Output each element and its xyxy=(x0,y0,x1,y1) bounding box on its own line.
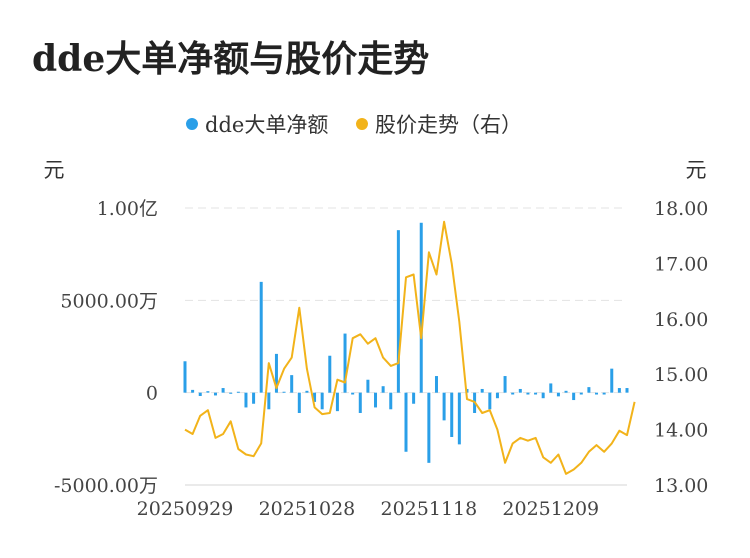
dde-bar xyxy=(572,392,576,401)
legend: dde大单净额 股价走势（右） xyxy=(186,113,522,137)
left-tick-label: 1.00亿 xyxy=(97,198,158,220)
dde-bar xyxy=(587,387,591,393)
dde-bar xyxy=(434,376,438,393)
dde-bar xyxy=(236,391,240,393)
dde-bar xyxy=(503,376,507,393)
right-tick-label: 17.00 xyxy=(654,253,708,275)
dde-bar xyxy=(305,390,309,393)
dde-bar xyxy=(564,390,568,393)
dde-bar xyxy=(404,392,408,452)
dde-bar xyxy=(313,392,317,402)
dde-bar xyxy=(213,392,217,396)
dde-bar xyxy=(374,392,378,408)
dde-bar xyxy=(221,388,225,393)
left-axis: 1.00亿 5000.00万 0 -5000.00万 xyxy=(54,198,158,497)
dde-bar xyxy=(549,383,553,393)
price-line-path xyxy=(184,220,636,475)
x-tick-label: 20250929 xyxy=(137,498,234,520)
dde-bar xyxy=(526,392,530,395)
price-line xyxy=(184,220,636,475)
dde-bar xyxy=(412,392,416,404)
dde-bar xyxy=(252,392,256,404)
x-tick-label: 20251118 xyxy=(381,498,478,520)
right-tick-label: 15.00 xyxy=(654,364,708,386)
right-tick-label: 13.00 xyxy=(654,475,708,497)
dde-bar xyxy=(625,388,629,393)
dde-bar xyxy=(602,392,606,395)
dde-bar xyxy=(534,392,538,395)
dde-bar xyxy=(198,392,202,396)
right-tick-label: 16.00 xyxy=(654,309,708,331)
dde-bar xyxy=(541,392,545,399)
dde-bar xyxy=(495,392,499,399)
dde-bar xyxy=(511,392,515,395)
dde-bars xyxy=(183,222,629,463)
dde-bar xyxy=(480,388,484,393)
dde-bar xyxy=(290,375,294,393)
x-axis: 20250929 20251028 20251118 20251209 xyxy=(137,498,600,520)
dde-bar xyxy=(366,379,370,393)
left-tick-label: 5000.00万 xyxy=(60,290,158,312)
left-axis-unit: 元 xyxy=(44,158,65,182)
dde-bar xyxy=(328,355,332,393)
dde-bar xyxy=(427,392,431,463)
x-tick-label: 20251028 xyxy=(259,498,356,520)
dde-bar xyxy=(267,392,271,410)
dde-bar xyxy=(297,392,301,413)
dde-bar xyxy=(351,392,355,395)
legend-label-dde: dde大单净额 xyxy=(205,113,328,137)
page-title: dde大单净额与股价走势 xyxy=(32,38,430,80)
dde-bar xyxy=(191,389,195,393)
dde-bar xyxy=(274,353,278,393)
legend-label-price: 股价走势（右） xyxy=(375,113,522,137)
dde-bar xyxy=(457,392,461,445)
dde-bar xyxy=(244,392,248,408)
dde-bar xyxy=(358,392,362,413)
dde-bar xyxy=(229,392,233,394)
legend-marker-price xyxy=(356,118,368,130)
dde-bar xyxy=(389,392,393,410)
dde-bar xyxy=(206,391,210,393)
dde-bar xyxy=(183,361,187,393)
dde-bar xyxy=(610,368,614,393)
dde-bar xyxy=(556,392,560,397)
dde-bar xyxy=(282,391,286,393)
right-tick-label: 14.00 xyxy=(654,420,708,442)
dde-bar xyxy=(617,388,621,393)
left-tick-label: 0 xyxy=(146,383,158,405)
dde-bar xyxy=(450,392,454,437)
dde-bar xyxy=(381,386,385,393)
right-axis: 18.00 17.00 16.00 15.00 14.00 13.00 xyxy=(654,198,708,497)
right-tick-label: 18.00 xyxy=(654,198,708,220)
dde-bar xyxy=(320,392,324,410)
dde-bar xyxy=(579,392,583,395)
dde-bar xyxy=(335,392,339,412)
dde-bar xyxy=(419,222,423,393)
legend-marker-dde xyxy=(186,118,198,130)
dde-bar xyxy=(488,392,492,410)
dde-bar xyxy=(343,333,347,393)
dde-bar xyxy=(595,392,599,395)
right-axis-unit: 元 xyxy=(686,158,707,182)
x-tick-label: 20251209 xyxy=(502,498,599,520)
dde-bar xyxy=(442,392,446,421)
dde-bar xyxy=(396,230,400,393)
dde-bar xyxy=(259,281,263,393)
left-tick-label: -5000.00万 xyxy=(54,475,158,497)
dde-bar xyxy=(518,388,522,393)
